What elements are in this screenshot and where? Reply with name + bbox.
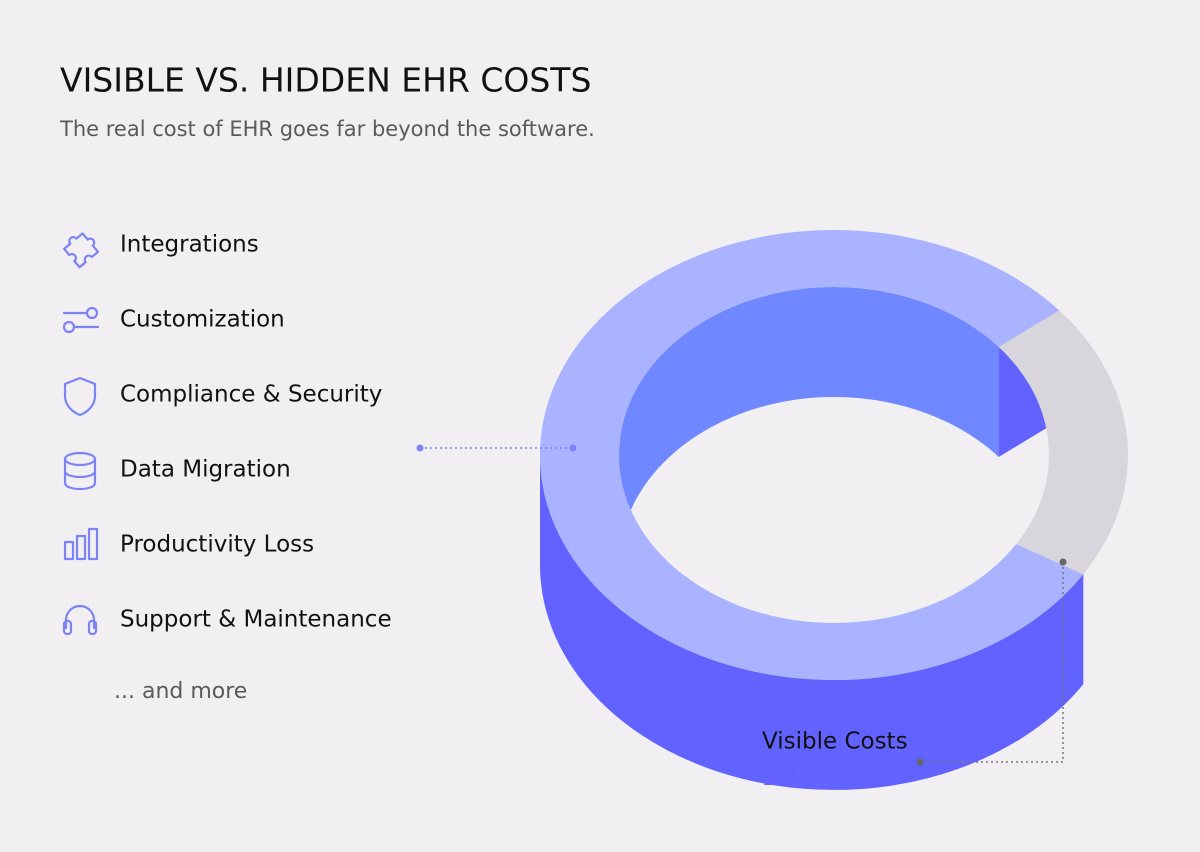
list-item: Integrations bbox=[120, 232, 259, 258]
title: VISIBLE VS. HIDDEN EHR COSTS bbox=[60, 61, 591, 100]
headset-icon bbox=[62, 604, 98, 636]
list-item: Productivity Loss bbox=[120, 532, 314, 558]
shield-icon bbox=[63, 376, 97, 417]
puzzle-icon bbox=[63, 232, 100, 269]
sliders-icon bbox=[62, 306, 100, 334]
list-item: Compliance & Security bbox=[120, 382, 382, 408]
database-icon bbox=[63, 451, 97, 491]
segment-label: Visible Costs bbox=[762, 729, 908, 755]
icons bbox=[62, 232, 100, 636]
segment-top bbox=[998, 310, 1128, 575]
inner-wall bbox=[618, 286, 999, 565]
more-text: ... and more bbox=[114, 679, 247, 704]
list-item: Customization bbox=[120, 307, 285, 333]
subtitle: The real cost of EHR goes far beyond the… bbox=[59, 117, 595, 141]
list-item: Support & Maintenance bbox=[120, 607, 392, 633]
connector-dot bbox=[569, 444, 577, 452]
connector-dot bbox=[916, 758, 924, 766]
connector-line bbox=[920, 562, 1064, 763]
outer-wall bbox=[540, 455, 1084, 790]
connector-dot bbox=[1059, 558, 1067, 566]
connectors bbox=[416, 444, 1067, 766]
list-item: Data Migration bbox=[120, 457, 291, 483]
donut bbox=[539, 229, 1128, 790]
chart-icon bbox=[63, 527, 99, 561]
connector-dot bbox=[416, 444, 424, 452]
value-label: 20% bbox=[762, 755, 833, 793]
